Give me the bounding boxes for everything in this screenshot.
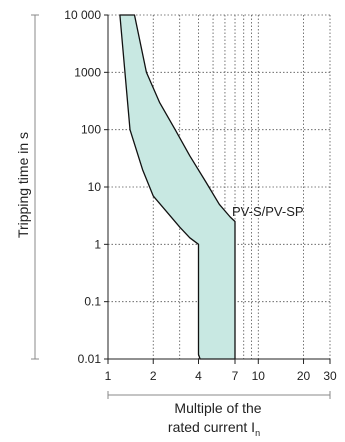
y-tick-label: 1 [94, 237, 101, 251]
x-axis-title-line2: rated current In [168, 419, 260, 438]
x-tick-label: 7 [232, 369, 239, 383]
chart-annotation: PV-S/PV-SP [232, 204, 304, 219]
x-axis-title-subscript: n [255, 428, 260, 438]
axes [31, 14, 331, 399]
y-tick-label: 100 [81, 123, 101, 137]
x-tick-label: 20 [297, 369, 311, 383]
y-tick-label: 10 000 [64, 8, 101, 22]
x-tick-label: 2 [150, 369, 157, 383]
x-tick-label: 30 [323, 369, 337, 383]
y-tick-label: 1000 [74, 65, 101, 79]
y-tick-label: 10 [88, 180, 102, 194]
x-axis-title-main: rated current I [168, 419, 255, 435]
y-tick-label: 0.01 [78, 352, 102, 366]
y-axis-title: Tripping time in s [15, 132, 31, 238]
x-tick-labels: 1 2 4 7 10 20 30 [105, 369, 337, 383]
x-axis-title-line1: Multiple of the [174, 400, 261, 416]
x-tick-label: 4 [195, 369, 202, 383]
x-tick-label: 1 [105, 369, 112, 383]
y-tick-label: 0.1 [84, 295, 101, 309]
y-tick-labels: 0.01 0.1 1 10 100 1000 10 000 [64, 8, 101, 366]
x-tick-label: 10 [252, 369, 266, 383]
